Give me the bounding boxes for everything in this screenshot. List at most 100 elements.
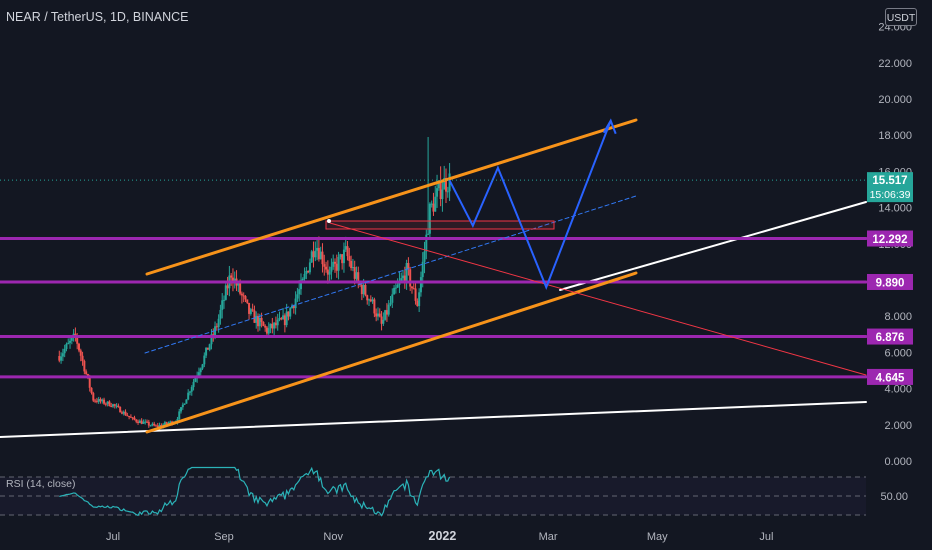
candle-body	[310, 251, 313, 263]
projected-path-arrowhead	[602, 118, 617, 135]
candle-body	[181, 404, 184, 408]
time-tick-label: Jul	[759, 531, 773, 543]
candle-body	[183, 403, 186, 405]
candle-body	[409, 269, 412, 287]
rsi-line	[59, 466, 451, 517]
candle-body	[317, 247, 320, 260]
candle-body	[325, 266, 328, 270]
candle-body	[278, 318, 281, 320]
candle-body	[384, 310, 387, 320]
candle-body	[366, 295, 369, 301]
candle-body	[368, 299, 371, 301]
price-tag-countdown: 15:06:39	[870, 189, 911, 201]
candle-body	[400, 278, 403, 282]
candle-body	[269, 323, 272, 329]
candle-body	[260, 317, 263, 322]
candle-body	[133, 417, 136, 420]
candle-body	[391, 294, 394, 303]
candle-body	[285, 311, 288, 326]
candle-body	[149, 425, 152, 427]
candle-body	[341, 254, 344, 264]
candle-body	[373, 299, 376, 314]
candle-body	[76, 335, 79, 344]
candle-body	[128, 415, 131, 417]
candle-body	[208, 344, 211, 350]
candle-body	[70, 337, 73, 341]
candle-body	[160, 425, 163, 427]
candle-body	[58, 356, 61, 361]
candle-body	[85, 371, 88, 375]
candle-body	[120, 412, 123, 414]
candle-body	[224, 285, 227, 300]
candle-body	[321, 251, 324, 265]
candle-body	[112, 404, 114, 407]
candle-body	[267, 328, 270, 334]
candle-body	[135, 419, 138, 422]
candle-body	[298, 289, 301, 295]
candle-body	[240, 293, 243, 296]
time-tick-label: Sep	[214, 531, 234, 543]
candle-body	[251, 309, 254, 311]
candle-body	[147, 421, 150, 426]
candle-body	[439, 181, 442, 200]
candle-body	[445, 178, 447, 192]
symbol-title[interactable]: NEAR / TetherUS, 1D, BINANCE	[6, 10, 189, 24]
candle-body	[257, 315, 260, 327]
candle-body	[99, 399, 102, 402]
time-tick-label: May	[647, 531, 668, 543]
price-tick-label: 22.000	[878, 58, 912, 70]
candle-body	[380, 316, 383, 324]
candle-body	[262, 321, 265, 326]
candle-body	[375, 313, 378, 317]
candle-body	[407, 262, 410, 270]
candle-body	[436, 188, 439, 197]
candle-body	[154, 425, 157, 427]
drawings[interactable]	[0, 118, 868, 438]
candle-body	[274, 322, 277, 326]
candle-body	[258, 317, 261, 327]
rsi-title[interactable]: RSI (14, close)	[6, 478, 76, 490]
candle-body	[144, 421, 147, 423]
price-tick-label: 6.000	[884, 347, 912, 359]
candle-body	[201, 364, 204, 369]
time-tick-label: Nov	[323, 531, 343, 543]
candle-body	[146, 421, 149, 423]
time-axis[interactable]: Jul Sep Nov 2022 Mar May Jul	[106, 529, 774, 543]
candle-body	[348, 256, 351, 261]
candle-body	[330, 266, 333, 272]
level-tags: 12.292 9.890 6.876 4.645	[867, 230, 913, 385]
candle-body	[437, 181, 440, 189]
price-axis[interactable]: 0.0002.0004.0006.0008.00010.00012.00014.…	[878, 22, 912, 468]
candle-body	[212, 334, 215, 336]
candle-body	[95, 400, 98, 402]
candle-body	[287, 311, 290, 317]
candle-body	[88, 377, 91, 388]
current-price-tag: 15.517 15:06:39	[0, 172, 913, 203]
red-resistance-line	[329, 222, 867, 376]
candle-body	[342, 249, 345, 264]
price-tick-label: 18.000	[878, 130, 912, 142]
candle-body	[101, 399, 104, 402]
candle-body	[231, 277, 234, 284]
candle-body	[92, 393, 95, 401]
candle-body	[215, 326, 218, 328]
price-tag-box	[867, 172, 913, 203]
projected-path	[448, 120, 612, 290]
candle-body	[326, 269, 329, 275]
candle-body	[419, 277, 422, 293]
candle-body	[434, 196, 437, 212]
candle-body	[192, 381, 195, 388]
candle-body	[129, 416, 132, 418]
candle-body	[396, 284, 399, 288]
candle-body	[153, 423, 156, 426]
candle-body	[230, 275, 233, 278]
candle-body	[169, 421, 172, 424]
candle-body	[446, 191, 449, 193]
level-tag-box	[867, 273, 913, 290]
candle-body	[289, 308, 292, 317]
red-zone-handle	[327, 219, 331, 223]
currency-button[interactable]: USDT	[885, 8, 917, 26]
candle-body	[94, 400, 97, 402]
candle-body	[403, 275, 406, 283]
